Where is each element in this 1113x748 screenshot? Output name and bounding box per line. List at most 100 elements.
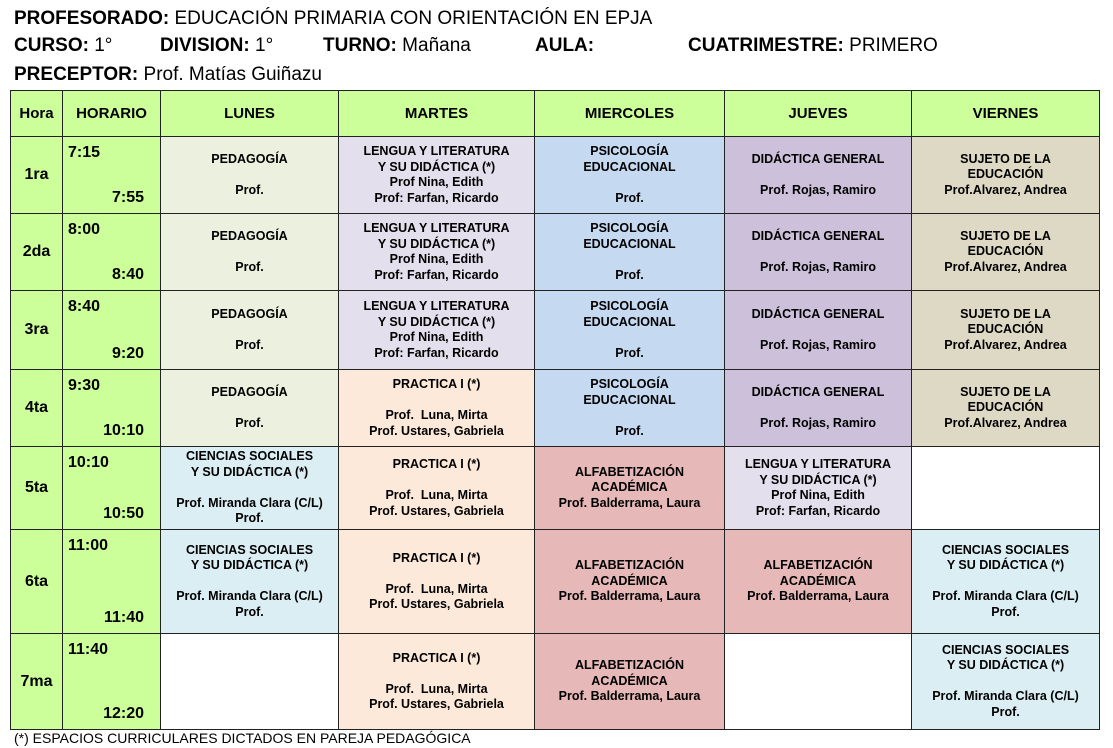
curso: CURSO: 1°: [14, 35, 113, 56]
time-end: 7:55: [111, 188, 144, 206]
cell-line: CIENCIAS SOCIALES: [185, 542, 314, 557]
cell-line: ALFABETIZACIÓN: [574, 658, 685, 673]
division: DIVISION: 1°: [160, 35, 274, 56]
cell-line: Prof. Ustares, Gabriela: [369, 697, 504, 711]
cell-line: [535, 408, 724, 424]
cell-line: DIDÁCTICA GENERAL: [751, 151, 885, 166]
cell-line: Prof. Balderrama, Laura: [747, 589, 889, 604]
cell-line: [161, 322, 338, 338]
cell-line: Prof. Balderrama, Laura: [558, 495, 701, 510]
class-cell-empty: [724, 633, 912, 730]
column-header: JUEVES: [724, 90, 912, 137]
column-header: LUNES: [160, 90, 339, 137]
cell-line: SUJETO DE LA: [960, 384, 1051, 399]
cell-line: SUJETO DE LA: [960, 228, 1051, 243]
cell-line: Prof.: [991, 604, 1020, 619]
horario-cell: 7:15 7:55: [62, 136, 161, 214]
cell-line: Prof.: [615, 267, 644, 282]
cell-line: Prof: Farfan, Ricardo: [374, 345, 499, 360]
cell-line: Prof Nina, Edith: [389, 330, 484, 344]
cell-line: EDUCACIÓN: [967, 322, 1044, 337]
cell-line: CIENCIAS SOCIALES: [941, 642, 1070, 657]
cell-line: [535, 252, 724, 268]
cell-line: [725, 400, 911, 416]
cell-line: CIENCIAS SOCIALES: [185, 449, 314, 464]
cell-line: Prof.: [615, 190, 644, 205]
horario-cell: 9:30 10:10: [62, 369, 161, 447]
cell-line: PEDAGOGÍA: [211, 228, 288, 243]
time-end: 8:40: [111, 265, 144, 283]
class-cell-ciencias: CIENCIAS SOCIALES Y SU DIDÁCTICA (*) Prof.…: [911, 529, 1100, 634]
table-row: 5ta 10:10 10:50 CIENCIAS SOCIALES Y SU DIDÁC…: [10, 446, 1100, 530]
cell-line: Prof.: [235, 259, 264, 274]
cell-line: SUJETO DE LA: [960, 306, 1051, 321]
class-cell-lengua: LENGUA Y LITERATURA Y SU DIDÁCTICA (*) Pro…: [338, 213, 535, 291]
class-cell-didactica: DIDÁCTICA GENERAL Prof. Rojas, Ramiro: [724, 213, 912, 291]
cell-line: Prof.: [235, 604, 264, 619]
cell-line: Prof.Alvarez, Andrea: [944, 259, 1067, 274]
cell-line: Y SU DIDÁCTICA (*): [946, 658, 1065, 673]
class-cell-ciencias: CIENCIAS SOCIALES Y SU DIDÁCTICA (*) Prof.…: [160, 529, 339, 634]
time-start: 8:00: [68, 221, 101, 238]
cell-line: Prof.: [235, 182, 264, 197]
cell-line: Prof.: [235, 511, 264, 526]
time-end: 9:20: [111, 344, 144, 362]
hora-cell: 2da: [10, 213, 63, 291]
class-cell-pedagogia: PEDAGOGÍA Prof.: [160, 213, 339, 291]
cell-line: PRACTICA I (*): [392, 650, 481, 665]
hora-cell: 3ra: [10, 290, 63, 370]
column-header: Hora: [10, 90, 63, 137]
time-end: 10:50: [103, 504, 144, 522]
cell-line: Y SU DIDÁCTICA (*): [377, 236, 496, 251]
cell-line: PEDAGOGÍA: [211, 384, 288, 399]
cell-line: EDUCACIÓN: [967, 167, 1044, 182]
footnote: (*) ESPACIOS CURRICULARES DICTADOS EN PA…: [14, 730, 471, 746]
class-cell-lengua: LENGUA Y LITERATURA Y SU DIDÁCTICA (*) Pro…: [338, 290, 535, 370]
cell-line: Prof. Miranda Clara (C/L): [932, 689, 1079, 704]
cell-line: [161, 400, 338, 416]
cell-line: Prof Nina, Edith: [389, 252, 484, 266]
cell-line: LENGUA Y LITERATURA: [363, 299, 510, 313]
class-cell-psicologia: PSICOLOGÍA EDUCACIONAL Prof.: [534, 290, 725, 370]
time-end: 11:40: [103, 608, 144, 626]
class-cell-ciencias: CIENCIAS SOCIALES Y SU DIDÁCTICA (*) Prof.…: [911, 633, 1100, 730]
cell-line: Prof. Rojas, Ramiro: [760, 337, 876, 352]
table-row: 1ra 7:15 7:55 PEDAGOGÍA Prof. LENGUA Y LITERA…: [10, 136, 1100, 214]
class-cell-sujeto: SUJETO DE LA EDUCACIÓN Prof.Alvarez, Andre…: [911, 369, 1100, 447]
class-cell-didactica: DIDÁCTICA GENERAL Prof. Rojas, Ramiro: [724, 369, 912, 447]
cell-line: Prof.Alvarez, Andrea: [944, 337, 1067, 352]
cell-line: PSICOLOGÍA: [590, 144, 669, 158]
cell-line: Prof. Miranda Clara (C/L): [176, 495, 323, 510]
class-cell-sujeto: SUJETO DE LA EDUCACIÓN Prof.Alvarez, Andre…: [911, 136, 1100, 214]
cell-line: EDUCACIONAL: [583, 236, 676, 251]
time-start: 8:40: [68, 298, 101, 315]
cell-line: CIENCIAS SOCIALES: [941, 542, 1070, 557]
class-cell-ciencias: CIENCIAS SOCIALES Y SU DIDÁCTICA (*) Prof.…: [160, 446, 339, 530]
cell-line: [535, 175, 724, 191]
class-cell-alfabetizacion: ALFABETIZACIÓN ACADÉMICA Prof. Balderrama,…: [534, 633, 725, 730]
cell-line: Prof.: [615, 345, 644, 360]
cell-line: PEDAGOGÍA: [211, 151, 288, 166]
cell-line: [339, 566, 534, 582]
class-cell-pedagogia: PEDAGOGÍA Prof.: [160, 136, 339, 214]
class-cell-alfabetizacion: ALFABETIZACIÓN ACADÉMICA Prof. Balderrama,…: [534, 446, 725, 530]
column-header: HORARIO: [62, 90, 161, 137]
cuatrimestre: CUATRIMESTRE: PRIMERO: [688, 35, 938, 56]
cell-line: [912, 674, 1099, 690]
horario-cell: 10:10 10:50: [62, 446, 161, 530]
cell-line: Y SU DIDÁCTICA (*): [759, 472, 877, 487]
horario-cell: 8:40 9:20: [62, 290, 161, 370]
class-cell-practica: PRACTICA I (*) Prof. Luna, Mirta Prof. Ust…: [338, 529, 535, 634]
cell-line: ACADÉMICA: [591, 480, 668, 495]
schedule-table: Hora HORARIO LUNES MARTES MIERCOLES JUEVES VIE…: [10, 90, 1100, 730]
table-row: 2da 8:00 8:40 PEDAGOGÍA Prof. LENGUA Y LITERA…: [10, 213, 1100, 291]
cell-line: Prof.Alvarez, Andrea: [944, 415, 1067, 430]
cell-line: [339, 666, 534, 682]
cell-line: PRACTICA I (*): [392, 457, 481, 471]
time-start: 9:30: [68, 377, 101, 394]
cell-line: LENGUA Y LITERATURA: [744, 457, 892, 471]
table-row: 4ta 9:30 10:10 PEDAGOGÍA Prof. PRACTICA I (*)…: [10, 369, 1100, 447]
cell-line: ALFABETIZACIÓN: [574, 464, 685, 479]
class-cell-practica: PRACTICA I (*) Prof. Luna, Mirta Prof. Ust…: [338, 446, 535, 530]
cell-line: Prof. Luna, Mirta: [385, 581, 488, 596]
